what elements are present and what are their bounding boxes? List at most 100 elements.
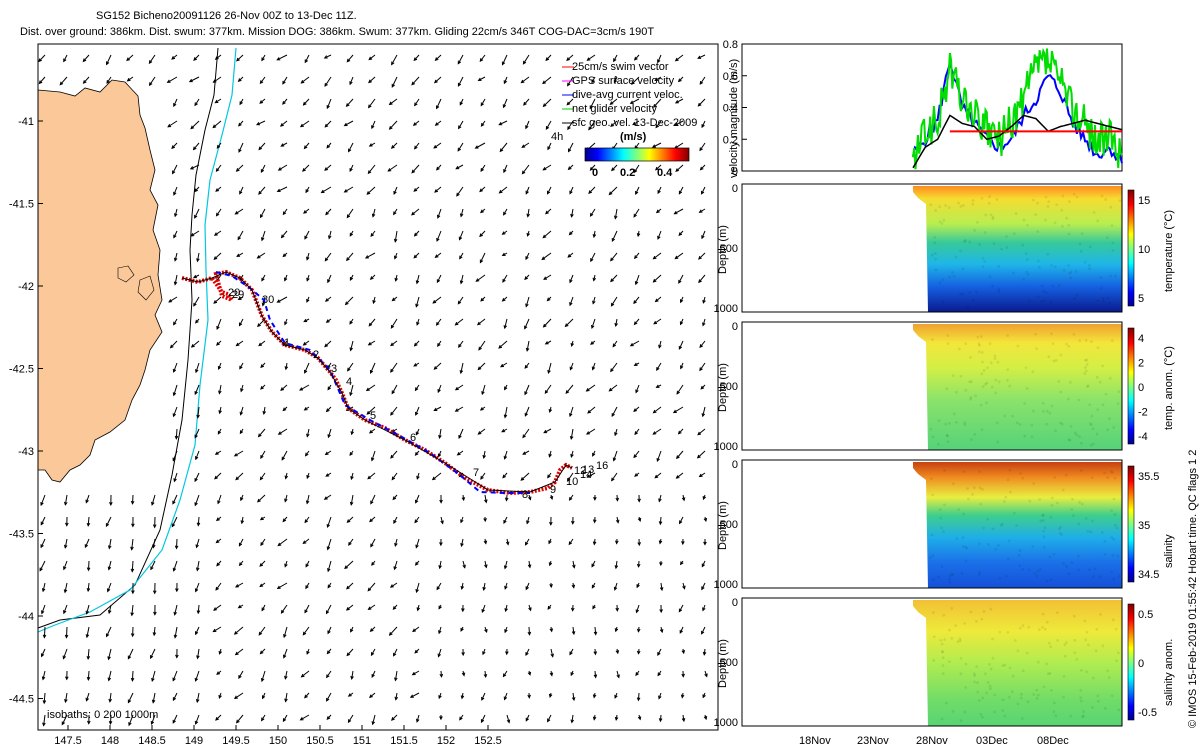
current-arrowhead bbox=[672, 409, 677, 414]
section-texture bbox=[996, 360, 1000, 364]
current-arrowhead bbox=[350, 475, 354, 481]
section-texture bbox=[941, 656, 945, 660]
current-arrow bbox=[371, 120, 376, 129]
section-texture bbox=[1075, 195, 1079, 199]
section-texture bbox=[1041, 626, 1044, 629]
current-arrowhead bbox=[503, 80, 507, 85]
current-arrow bbox=[344, 560, 354, 569]
current-arrowhead bbox=[63, 566, 67, 571]
section-texture bbox=[1099, 613, 1102, 616]
current-arrowhead bbox=[681, 541, 685, 546]
current-arrowhead bbox=[701, 124, 705, 129]
current-arrow bbox=[675, 252, 684, 259]
current-arrow bbox=[173, 318, 178, 325]
current-arrowhead bbox=[637, 498, 641, 503]
section-texture bbox=[950, 572, 954, 576]
section-texture bbox=[947, 206, 951, 210]
current-arrowhead bbox=[347, 367, 351, 372]
current-arrowhead bbox=[676, 455, 680, 460]
current-arrowhead bbox=[611, 167, 615, 172]
section-texture bbox=[1086, 384, 1090, 388]
current-arrow bbox=[678, 186, 684, 194]
current-arrowhead bbox=[568, 231, 573, 236]
section-texture bbox=[1085, 670, 1089, 674]
section-texture bbox=[1045, 579, 1049, 583]
current-arrowhead bbox=[566, 101, 571, 106]
current-arrowhead bbox=[86, 587, 91, 593]
current-arrowhead bbox=[196, 522, 201, 527]
section-texture bbox=[1111, 249, 1115, 253]
current-arrow bbox=[393, 186, 398, 195]
current-arrow bbox=[346, 54, 354, 62]
current-arrowhead bbox=[411, 211, 415, 216]
depth-label: Depth (m) bbox=[717, 639, 729, 688]
current-arrow bbox=[461, 538, 464, 547]
current-arrowhead bbox=[63, 501, 68, 506]
section-texture bbox=[991, 656, 995, 660]
current-arrow bbox=[39, 560, 46, 571]
section-texture bbox=[1082, 714, 1085, 718]
current-arrow bbox=[304, 604, 310, 613]
section-texture bbox=[996, 440, 1000, 444]
current-arrow bbox=[481, 692, 486, 701]
section-texture bbox=[961, 267, 965, 271]
current-arrow bbox=[213, 76, 222, 83]
current-arrowhead bbox=[635, 389, 639, 394]
section-texture bbox=[969, 610, 973, 614]
current-arrow bbox=[195, 714, 200, 725]
section-texture bbox=[1101, 364, 1104, 368]
current-arrowhead bbox=[651, 144, 656, 148]
current-arrow bbox=[41, 604, 46, 614]
section-texture bbox=[991, 217, 995, 221]
section-texture bbox=[1057, 380, 1061, 383]
current-arrow bbox=[458, 428, 464, 439]
current-arrowhead bbox=[524, 276, 528, 281]
velocity-ytick: 0 bbox=[732, 166, 738, 178]
section-texture bbox=[1031, 545, 1035, 548]
current-arrow bbox=[656, 362, 662, 371]
current-arrow bbox=[40, 494, 46, 506]
section-texture bbox=[1037, 295, 1040, 299]
current-arrowhead bbox=[697, 55, 702, 59]
current-arrowhead bbox=[370, 457, 375, 462]
section-texture bbox=[988, 687, 992, 691]
current-arrowhead bbox=[345, 103, 350, 108]
track-label: 20 bbox=[228, 287, 240, 299]
section-data bbox=[913, 462, 1122, 588]
section-texture bbox=[941, 650, 944, 654]
section-texture bbox=[1042, 409, 1045, 413]
section-texture bbox=[1037, 265, 1041, 269]
current-arrow bbox=[657, 648, 662, 656]
current-arrowhead bbox=[195, 544, 199, 549]
current-arrowhead bbox=[609, 101, 614, 105]
current-arrowhead bbox=[652, 409, 657, 414]
colorbar-tick: 0 bbox=[592, 167, 598, 179]
section-texture bbox=[1049, 645, 1053, 649]
current-arrowhead bbox=[370, 543, 374, 548]
section-texture bbox=[1065, 565, 1068, 568]
section-texture bbox=[1103, 539, 1107, 543]
map-legend: 25cm/s swim vector GPS surface velocity … bbox=[551, 61, 697, 179]
section-texture bbox=[979, 502, 983, 506]
current-arrow bbox=[43, 692, 46, 704]
section-texture bbox=[938, 508, 942, 512]
current-arrow bbox=[195, 626, 200, 635]
current-arrowhead bbox=[614, 432, 618, 437]
current-arrowhead bbox=[454, 386, 459, 391]
current-arrowhead bbox=[299, 387, 304, 391]
tasmania-land bbox=[37, 79, 163, 483]
current-arrowhead bbox=[701, 413, 706, 418]
current-arrowhead bbox=[304, 369, 308, 374]
section-texture bbox=[943, 503, 946, 507]
section-texture bbox=[1110, 509, 1113, 512]
current-arrowhead bbox=[173, 234, 177, 239]
current-arrowhead bbox=[414, 499, 419, 504]
current-arrowhead bbox=[324, 451, 329, 456]
section-texture bbox=[959, 249, 962, 253]
current-arrowhead bbox=[590, 258, 594, 263]
current-arrowhead bbox=[569, 302, 573, 307]
current-arrow bbox=[395, 692, 398, 700]
current-arrowhead bbox=[657, 190, 661, 195]
current-arrowhead bbox=[86, 522, 91, 527]
current-arrow bbox=[304, 362, 310, 374]
